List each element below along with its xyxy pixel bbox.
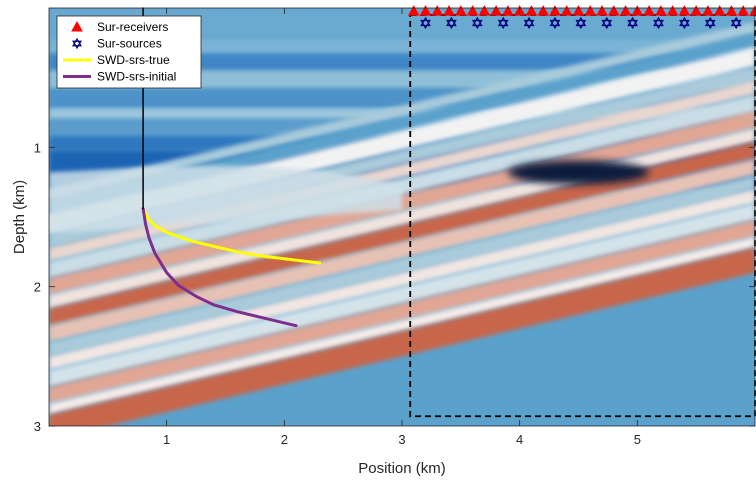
receiver-marker <box>525 5 538 16</box>
source-marker <box>446 19 457 30</box>
source-marker <box>627 16 638 27</box>
source-marker <box>523 19 535 30</box>
receiver-marker <box>490 5 502 16</box>
bg-band <box>49 175 755 357</box>
legend-swatch <box>72 37 82 47</box>
receiver-marker <box>619 5 632 16</box>
receiver-marker <box>549 5 561 16</box>
receiver-marker <box>443 5 455 16</box>
receiver-marker <box>431 5 444 16</box>
legend-label: Sur-sources <box>97 37 162 51</box>
source-marker <box>471 16 483 27</box>
receiver-marker <box>478 5 491 16</box>
receiver-marker <box>596 5 608 16</box>
receiver-marker <box>666 5 679 16</box>
source-marker <box>575 19 587 30</box>
x-tick-label: 2 <box>281 432 288 447</box>
receiver-marker <box>678 5 691 16</box>
velocity-model-image <box>49 8 755 426</box>
source-marker <box>420 16 431 27</box>
bg-band <box>49 189 755 371</box>
source-marker <box>549 19 561 30</box>
bg-band <box>49 219 755 404</box>
source-marker <box>679 19 690 30</box>
source-marker <box>497 19 509 30</box>
receiver-marker <box>713 5 726 16</box>
y-tick-label: 1 <box>34 140 41 155</box>
bg-wedge <box>49 165 402 234</box>
legend: Sur-receivers Sur-sources SWD-srs-true SWD-… <box>56 15 202 89</box>
x-tick-label: 3 <box>398 432 405 447</box>
receiver-marker <box>643 5 655 16</box>
legend-entry: Sur-receivers <box>71 20 168 34</box>
receiver-marker <box>419 5 432 16</box>
y-tick-label: 3 <box>34 419 41 434</box>
source-marker <box>497 16 509 27</box>
legend-swatch <box>71 20 83 32</box>
bg-band <box>49 236 755 415</box>
source-marker <box>471 19 483 30</box>
source-marker <box>704 19 716 30</box>
bg-anomaly <box>507 160 650 185</box>
receiver-marker <box>690 5 703 16</box>
source-marker <box>730 19 742 30</box>
bg-band <box>49 38 755 54</box>
source-marker <box>730 16 742 27</box>
source-marker <box>627 19 638 30</box>
legend-label: SWD-srs-true <box>97 53 170 67</box>
x-axis-label: Position (km) <box>358 460 446 477</box>
receiver-marker <box>502 5 514 16</box>
receiver-marker <box>454 5 467 16</box>
series-layer <box>141 5 756 328</box>
receiver-marker <box>407 5 420 16</box>
source-marker <box>549 16 561 27</box>
source-marker <box>523 16 535 27</box>
source-marker <box>653 16 664 27</box>
axes: 1 2 3 4 5 1 2 3 Position (km) Depth (km) <box>11 7 756 477</box>
legend-entry: SWD-srs-true <box>63 53 170 67</box>
bg-band <box>49 21 755 201</box>
legend-entry: Sur-sources <box>72 37 162 51</box>
receiver-marker <box>655 5 667 16</box>
bg-band <box>49 141 755 326</box>
y-tick-label: 2 <box>34 280 41 295</box>
source-marker <box>653 19 664 30</box>
source-marker <box>704 16 716 27</box>
legend-label: Sur-receivers <box>97 20 168 34</box>
bg-band <box>49 158 755 343</box>
source-marker <box>679 16 690 27</box>
legend-swatch <box>72 40 82 50</box>
legend-label: SWD-srs-initial <box>97 70 176 84</box>
receiver-marker <box>702 5 714 16</box>
source-marker <box>601 19 613 30</box>
source-marker <box>601 16 613 27</box>
receiver-marker <box>584 5 597 16</box>
source-marker <box>420 19 431 30</box>
series-sur-sources <box>420 16 742 30</box>
source-marker <box>575 16 587 27</box>
source-marker <box>446 16 457 27</box>
series-swd-srs-initial <box>141 207 298 328</box>
receiver-marker <box>725 5 738 16</box>
receiver-marker <box>572 5 585 16</box>
receiver-marker <box>537 5 550 16</box>
bg-band <box>49 203 755 387</box>
x-tick-label: 1 <box>163 432 170 447</box>
receiver-marker <box>560 5 573 16</box>
legend-entry: SWD-srs-initial <box>63 70 176 84</box>
bg-band <box>49 247 755 426</box>
x-tick-label: 5 <box>634 432 641 447</box>
receiver-marker <box>466 5 479 16</box>
receiver-marker <box>737 5 750 16</box>
series-swd-srs-true <box>141 207 322 265</box>
x-tick-label: 4 <box>516 432 523 447</box>
y-axis-label: Depth (km) <box>11 180 28 254</box>
receiver-marker <box>607 5 620 16</box>
series-sur-receivers <box>407 5 756 16</box>
